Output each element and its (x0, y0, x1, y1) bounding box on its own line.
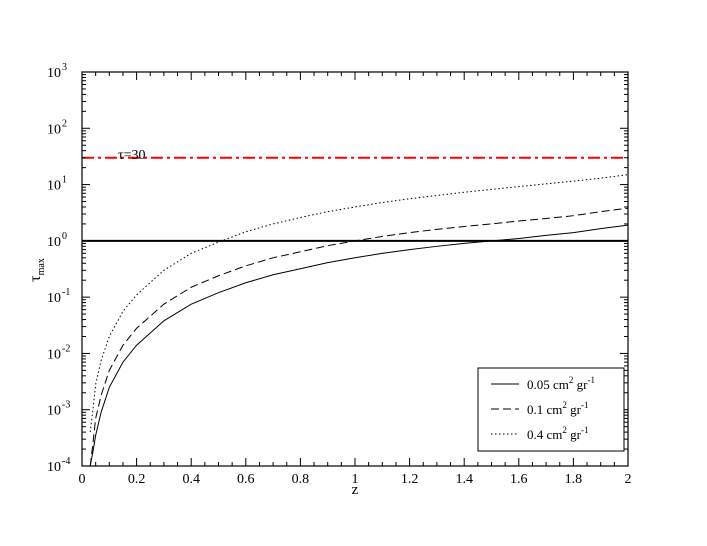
y-tick-base: 10 (47, 179, 61, 194)
x-tick-label: 0.4 (182, 472, 200, 487)
y-tick-label: 10 (47, 66, 61, 81)
y-tick-label: 10 (47, 179, 61, 194)
legend-label-2: 0.1 cm2 gr-1 (527, 400, 588, 417)
series-line-1 (89, 224, 628, 466)
y-tick-exponent: 3 (62, 62, 67, 73)
x-tick-label: 1 (352, 472, 359, 487)
x-tick-label: 2 (625, 472, 632, 487)
y-tick-label: 10 (47, 122, 61, 137)
y-tick-base: 10 (47, 122, 61, 137)
y-tick-base: 10 (47, 460, 61, 475)
x-tick-label: 1.4 (455, 472, 473, 487)
legend-label-1: 0.05 cm2 gr-1 (527, 375, 595, 392)
plot-area (82, 156, 628, 466)
y-tick-exponent: 0 (62, 231, 67, 242)
svg-text:τmax: τmax (27, 258, 47, 282)
legend-box (477, 367, 625, 452)
y-tick-base: 10 (47, 347, 61, 362)
y-tick-label: 10 (47, 291, 61, 306)
series-line-2 (89, 207, 628, 466)
y-axis-title-subscript: max (36, 258, 47, 275)
x-tick-label: 0.2 (128, 472, 146, 487)
y-tick-base: 10 (47, 404, 61, 419)
y-tick-exponent: -1 (62, 287, 70, 298)
x-tick-label: 1.8 (565, 472, 583, 487)
y-tick-label: 10 (47, 347, 61, 362)
x-tick-label: 0.6 (237, 472, 255, 487)
y-tick-exponent: -3 (62, 400, 70, 411)
y-tick-exponent: -2 (62, 343, 70, 354)
y-tick-exponent: 2 (62, 118, 67, 129)
y-axis-title-base: τ (27, 275, 44, 282)
y-axis-title: τmax (27, 258, 47, 282)
reference-line-label: τ=30 (118, 148, 146, 163)
y-tick-label: 10 (47, 460, 61, 475)
y-tick-base: 10 (47, 235, 61, 250)
x-axis-title: z (352, 482, 359, 498)
x-tick-label: 1.6 (510, 472, 528, 487)
x-tick-label: 0 (79, 472, 86, 487)
x-tick-label: 0.8 (292, 472, 310, 487)
y-tick-exponent: 1 (62, 175, 67, 186)
axis-ticks (81, 71, 629, 467)
y-tick-base: 10 (47, 66, 61, 81)
x-axis-tick-labels: 0 0.2 0.4 0.6 0.8 1 1.2 1.4 1.6 1.8 2 (79, 472, 632, 487)
legend-label-3: 0.4 cm2 gr-1 (527, 425, 588, 442)
legend: 0.05 cm2 gr-1 0.1 cm2 gr-1 0.4 cm2 gr-1 (477, 367, 625, 452)
x-tick-label: 1.2 (401, 472, 419, 487)
y-tick-exponent: -4 (62, 456, 70, 467)
y-tick-base: 10 (47, 291, 61, 306)
y-tick-label: 10 (47, 404, 61, 419)
y-tick-label: 10 (47, 235, 61, 250)
series-line-3 (89, 174, 628, 433)
